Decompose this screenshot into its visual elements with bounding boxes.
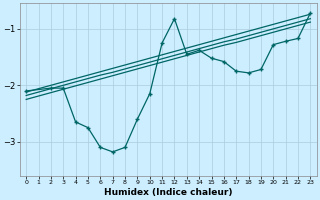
X-axis label: Humidex (Indice chaleur): Humidex (Indice chaleur) bbox=[104, 188, 233, 197]
